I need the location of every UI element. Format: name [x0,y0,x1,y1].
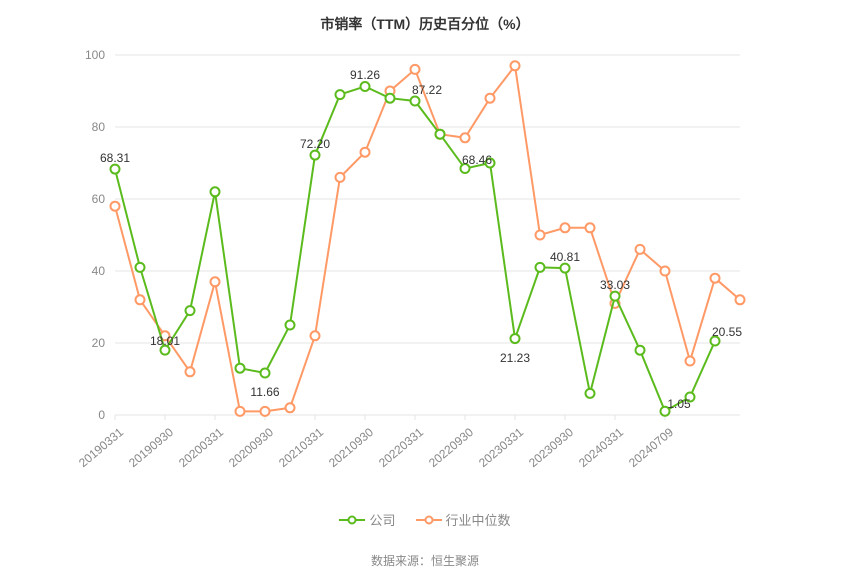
company-point [186,306,195,315]
data-point-label: 68.46 [462,153,492,167]
company-point [561,264,570,273]
data-point-label: 40.81 [550,250,580,264]
industry-point [236,407,245,416]
industry-point [411,65,420,74]
industry-point [536,231,545,240]
y-tick-label: 20 [75,336,105,350]
data-point-label: 1.05 [667,397,690,411]
company-point [511,334,520,343]
industry-point [286,403,295,412]
y-tick-label: 80 [75,120,105,134]
industry-point [136,295,145,304]
y-tick-label: 40 [75,264,105,278]
industry-point [461,133,470,142]
company-point [386,94,395,103]
industry-point [111,202,120,211]
legend: 公司 行业中位数 [0,510,850,529]
company-point [411,97,420,106]
industry-point [736,295,745,304]
legend-label: 行业中位数 [446,510,511,529]
company-point [211,187,220,196]
data-point-label: 18.01 [150,334,180,348]
company-point [236,364,245,373]
industry-point [586,223,595,232]
data-point-label: 72.20 [300,137,330,151]
data-point-label: 33.03 [600,278,630,292]
company-point [636,346,645,355]
company-line [115,86,715,411]
line-chart: 0204060801002019033120190930202003312020… [0,0,850,575]
data-source: 数据来源：恒生聚源 [0,552,850,569]
industry-point [211,277,220,286]
data-point-label: 91.26 [350,68,380,82]
industry-point [636,245,645,254]
industry-point [311,331,320,340]
industry-point [511,61,520,70]
company-point [336,90,345,99]
data-point-label: 20.55 [712,325,742,339]
industry-point [361,148,370,157]
source-value: 恒生聚源 [431,554,479,568]
industry-point [686,357,695,366]
company-point [111,165,120,174]
industry-point [486,94,495,103]
company-point [611,292,620,301]
company-point [361,82,370,91]
company-point [286,321,295,330]
company-point [436,130,445,139]
y-tick-label: 100 [75,48,105,62]
legend-swatch-icon [416,514,442,526]
industry-point [186,367,195,376]
y-tick-label: 60 [75,192,105,206]
legend-swatch-icon [339,514,365,526]
industry-point [661,267,670,276]
legend-item-company[interactable]: 公司 [339,510,395,529]
industry-point [261,407,270,416]
data-point-label: 11.66 [250,385,279,399]
company-point [311,151,320,160]
industry-point [336,173,345,182]
company-point [536,263,545,272]
company-point [261,369,270,378]
legend-label: 公司 [369,510,395,529]
industry-point [561,223,570,232]
data-point-label: 68.31 [100,151,130,165]
data-point-label: 87.22 [412,83,442,97]
source-label: 数据来源： [371,554,431,568]
y-tick-label: 0 [75,408,105,422]
data-point-label: 21.23 [500,351,530,365]
company-point [136,263,145,272]
industry-point [711,274,720,283]
legend-item-industry[interactable]: 行业中位数 [416,510,511,529]
company-point [586,389,595,398]
